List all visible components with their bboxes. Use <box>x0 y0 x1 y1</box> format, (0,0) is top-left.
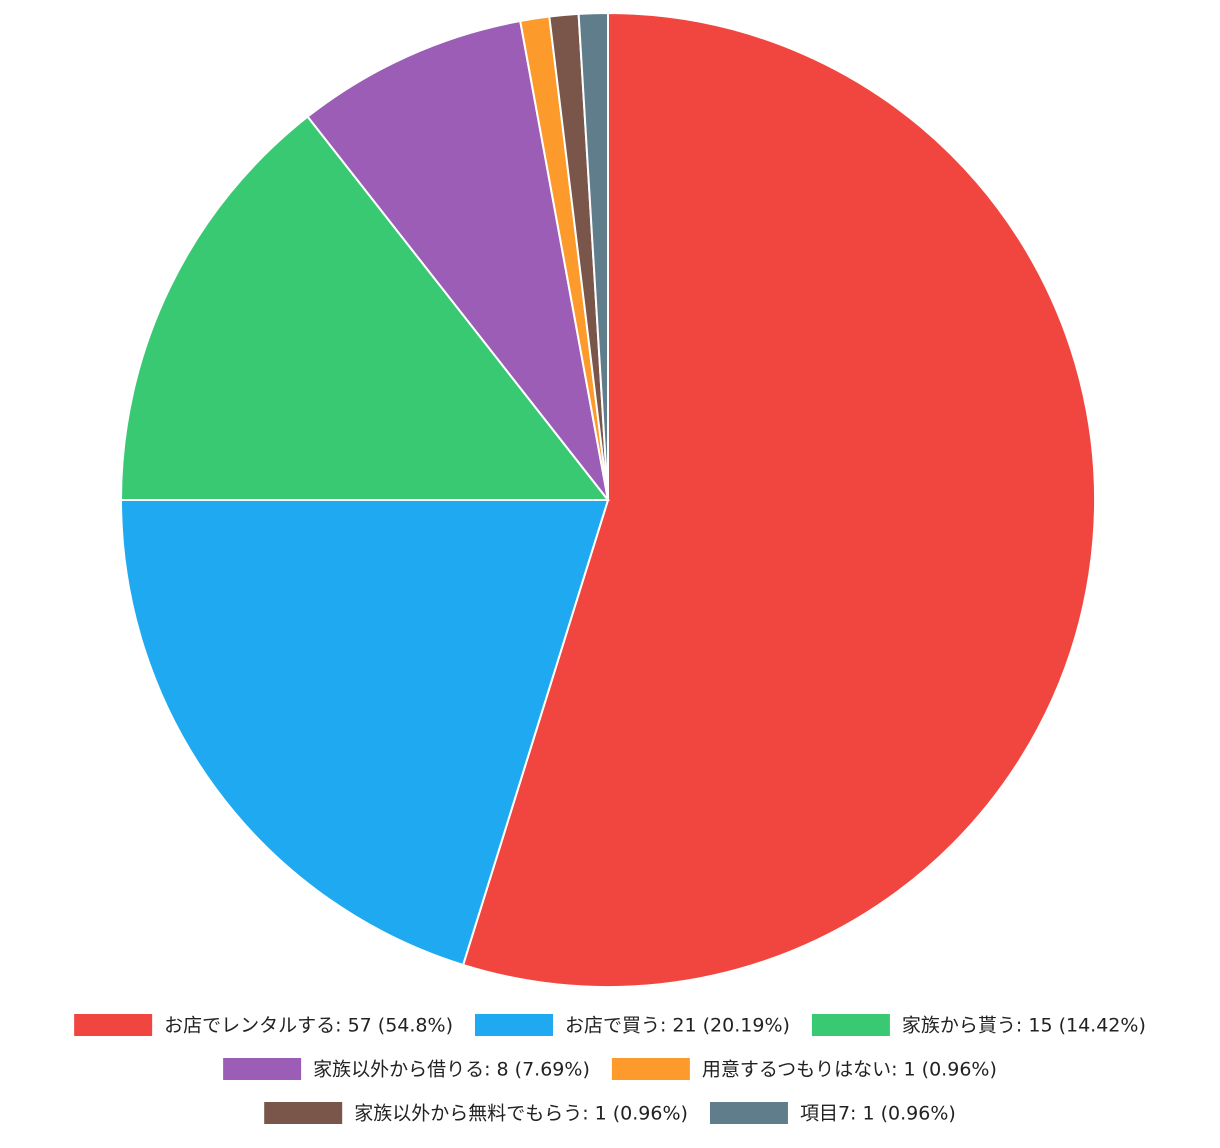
pie-slice <box>306 19 609 501</box>
legend-swatch <box>223 1058 302 1080</box>
pie-slice <box>577 11 609 501</box>
pie-slice <box>119 499 610 967</box>
legend-swatch <box>611 1058 690 1080</box>
legend-swatch <box>74 1014 153 1036</box>
legend-label: お店でレンタルする: 57 (54.8%) <box>164 1015 453 1037</box>
legend-swatch <box>474 1014 553 1036</box>
legend-label: 家族から貰う: 15 (14.42%) <box>902 1015 1146 1037</box>
legend-swatch <box>811 1014 890 1036</box>
legend-label: 用意するつもりはない: 1 (0.96%) <box>702 1059 997 1081</box>
legend-label: お店で買う: 21 (20.19%) <box>565 1015 790 1037</box>
pie-slice <box>461 11 1096 988</box>
pie-slice <box>119 115 611 501</box>
legend-label: 家族以外から無料でもらう: 1 (0.96%) <box>354 1103 688 1125</box>
legend-label: 家族以外から借りる: 8 (7.69%) <box>313 1059 590 1081</box>
legend-label: 項目7: 1 (0.96%) <box>800 1103 956 1125</box>
legend-swatch <box>709 1102 788 1124</box>
legend-swatch <box>264 1102 343 1124</box>
